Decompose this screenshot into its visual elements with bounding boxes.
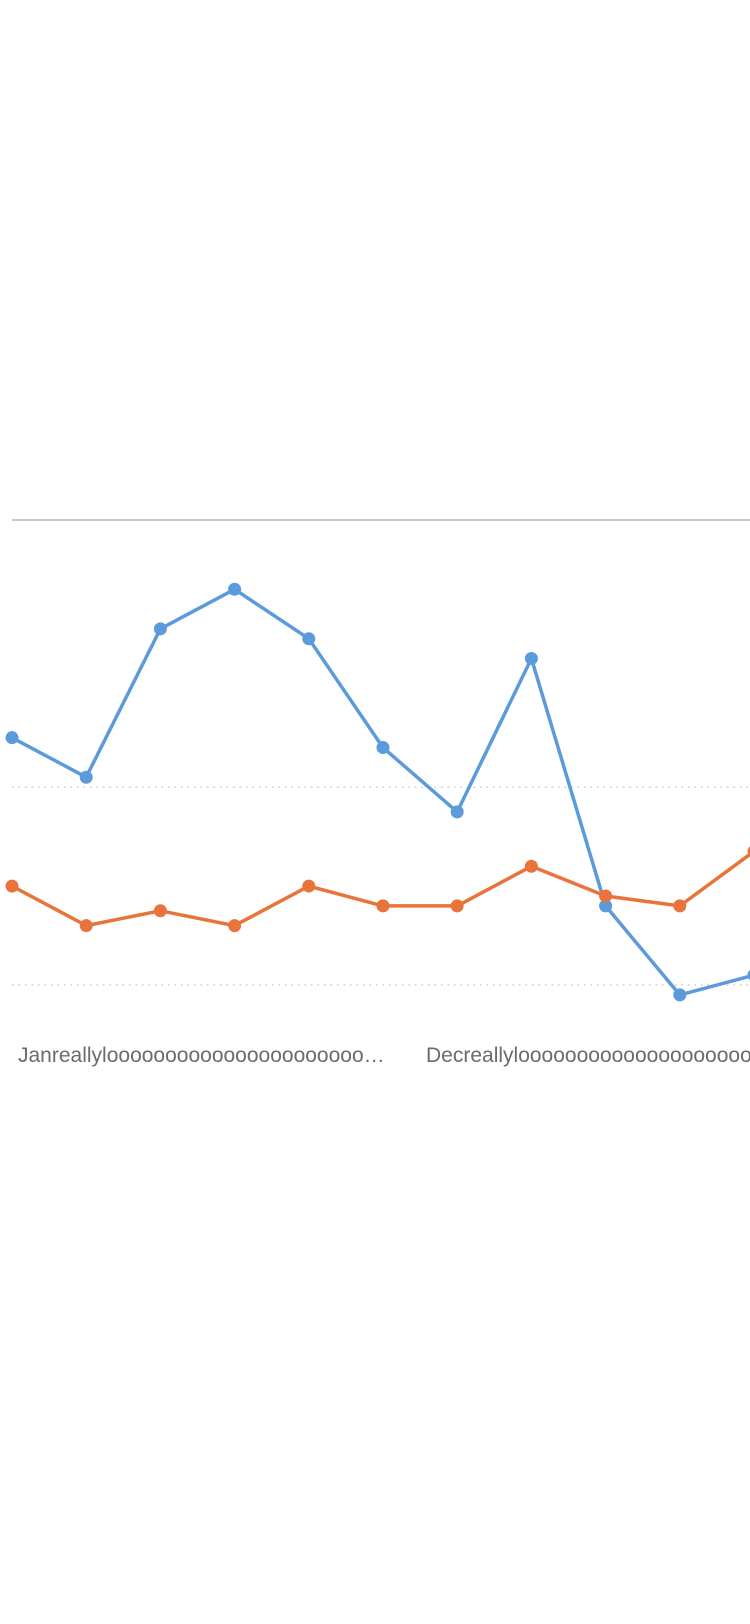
series-line-1: [10, 587, 750, 997]
series-2-point: [376, 899, 390, 913]
series-2-point: [153, 904, 167, 918]
series-1-point: [153, 622, 167, 636]
series-2-point: [747, 846, 750, 857]
series-1-point: [376, 741, 390, 755]
series-lines: [10, 587, 750, 997]
gridlines: [12, 519, 750, 986]
series-1-point: [599, 899, 613, 913]
series-1-point: [302, 632, 316, 646]
x-tick-label: Janreallyloooooooooooooooooooooo…: [18, 1044, 385, 1067]
x-axis-labels: Janreallyloooooooooooooooooooooo… Decreal…: [18, 1044, 750, 1067]
series-2-point: [450, 899, 464, 913]
series-1-point: [524, 652, 538, 666]
series-line-2: [10, 852, 750, 928]
series-1-point: [228, 582, 242, 596]
series-1-point: [450, 805, 464, 819]
series-2-point: [673, 899, 687, 913]
x-tick-label: Decreallyloooooooooooooooooooooo…: [426, 1044, 750, 1067]
series-2-point: [302, 879, 316, 893]
series-1-point: [673, 988, 687, 1002]
data-points: [5, 582, 750, 1002]
series-1-point: [747, 969, 750, 981]
series-1-point: [79, 770, 93, 784]
series-2-point: [79, 919, 93, 933]
series-2-point: [5, 879, 19, 893]
series-2-point: [524, 859, 538, 873]
series-2-point: [228, 919, 242, 933]
series-1-point: [5, 731, 19, 745]
series-2-point: [599, 889, 613, 903]
